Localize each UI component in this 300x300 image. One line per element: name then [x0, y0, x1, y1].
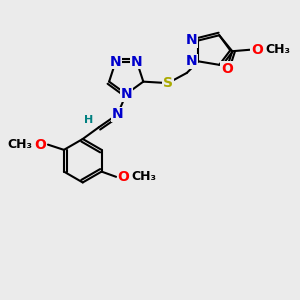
Text: N: N: [112, 107, 123, 121]
Text: CH₃: CH₃: [7, 138, 32, 151]
Text: O: O: [118, 170, 129, 184]
Text: N: N: [185, 34, 197, 47]
Text: CH₃: CH₃: [266, 43, 291, 56]
Text: N: N: [131, 55, 142, 69]
Text: S: S: [163, 76, 173, 90]
Text: N: N: [120, 87, 132, 101]
Text: O: O: [221, 61, 233, 76]
Text: CH₃: CH₃: [131, 170, 156, 183]
Text: O: O: [251, 43, 263, 57]
Text: O: O: [34, 138, 46, 152]
Text: N: N: [110, 55, 122, 69]
Text: N: N: [185, 54, 197, 68]
Text: H: H: [84, 115, 93, 125]
